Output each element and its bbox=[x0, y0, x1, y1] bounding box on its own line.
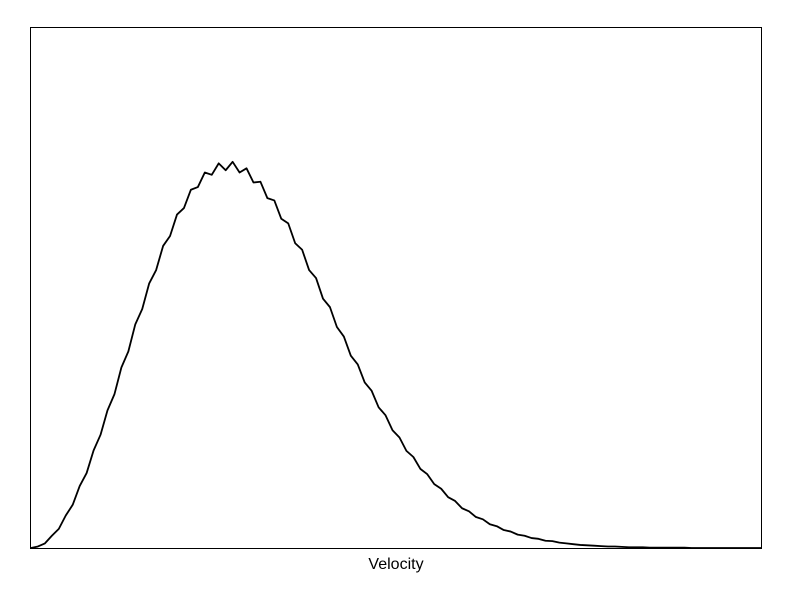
x-axis-label: Velocity bbox=[368, 556, 424, 573]
plot-area bbox=[30, 27, 762, 549]
velocity-distribution-curve bbox=[30, 160, 762, 549]
